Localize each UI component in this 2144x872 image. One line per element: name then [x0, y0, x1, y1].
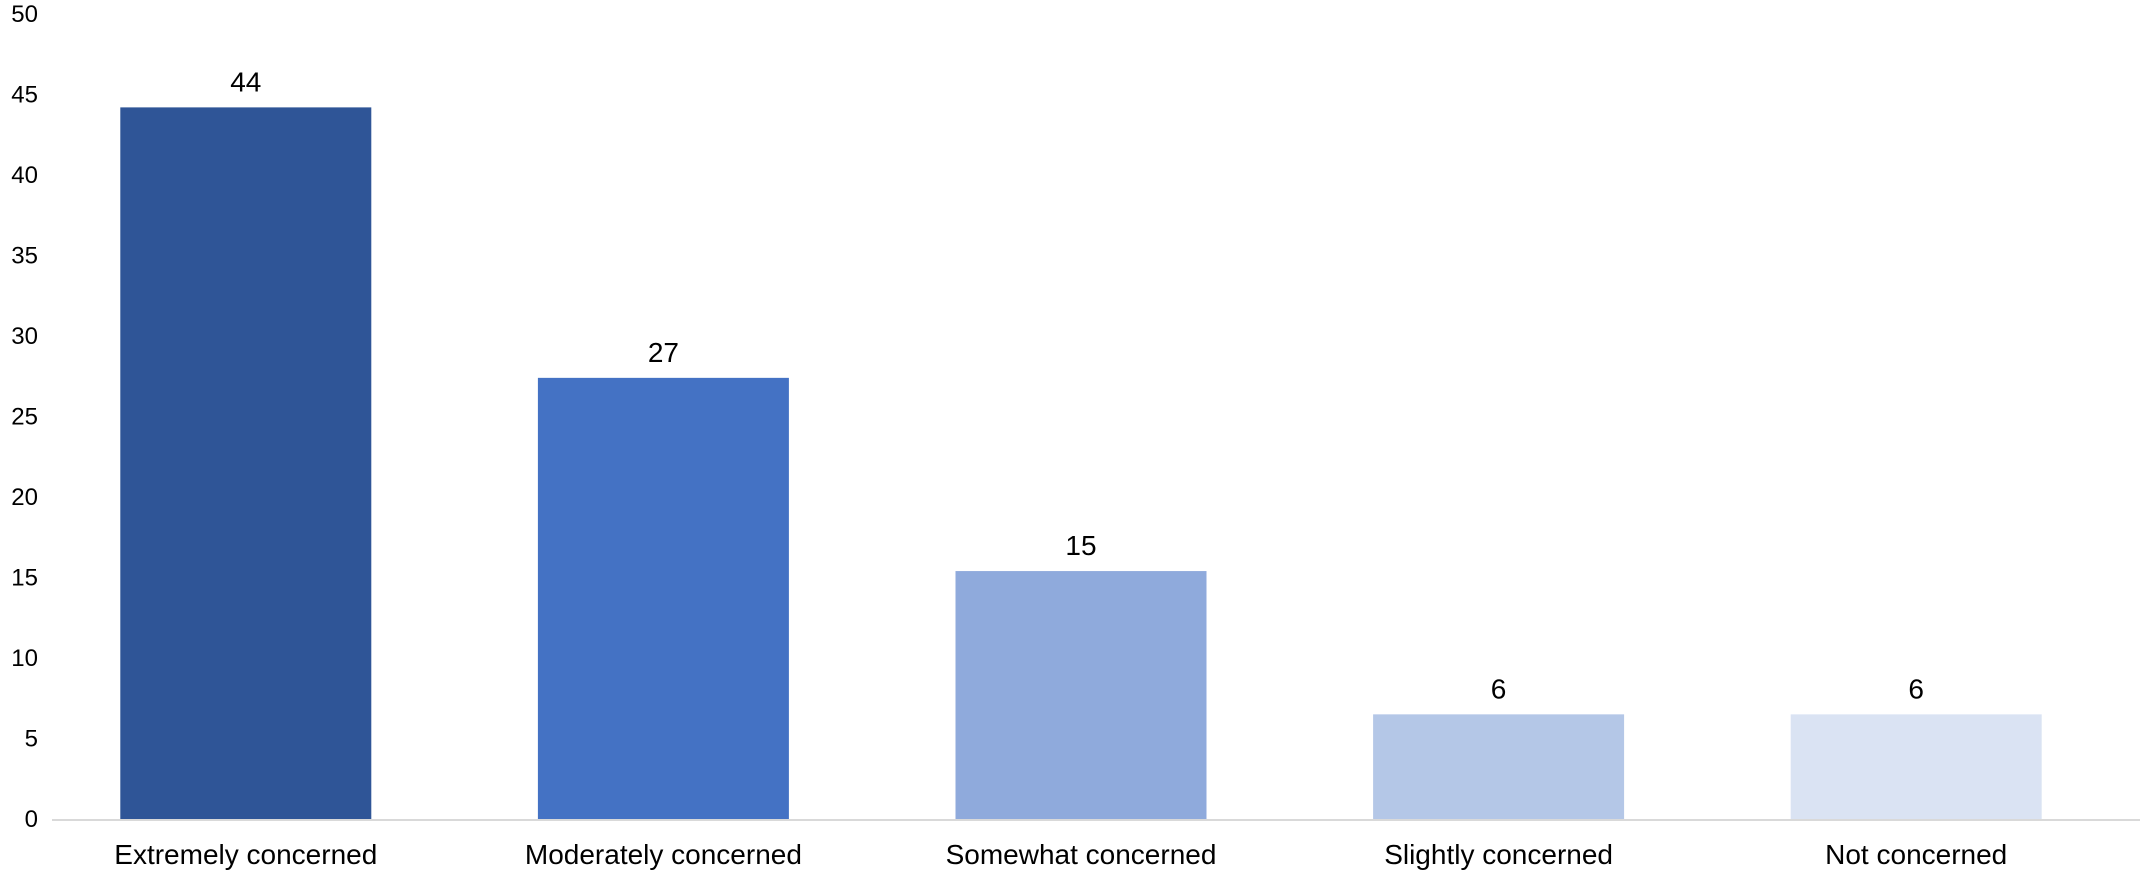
data-label: 15: [1065, 530, 1096, 561]
x-category-label: Moderately concerned: [525, 839, 802, 870]
bar-not-concerned: [1790, 714, 2042, 819]
bars: [120, 107, 2042, 819]
bar-moderately-concerned: [537, 377, 789, 819]
category-labels: Extremely concerned Moderately concerned S…: [114, 839, 2007, 870]
y-tick-label: 0: [25, 806, 38, 833]
x-category-label: Somewhat concerned: [946, 839, 1217, 870]
y-tick-label: 35: [11, 243, 38, 270]
y-tick-label: 20: [11, 484, 38, 511]
y-tick-label: 50: [11, 1, 38, 28]
bar-slightly-concerned: [1373, 714, 1625, 819]
data-labels: 44 27 15 6 6: [230, 66, 1924, 704]
x-category-label: Not concerned: [1825, 839, 2007, 870]
x-category-label: Slightly concerned: [1384, 839, 1613, 870]
y-tick-label: 10: [11, 645, 38, 672]
y-tick-label: 5: [25, 726, 38, 753]
data-label: 27: [648, 337, 679, 368]
data-label: 6: [1491, 673, 1507, 704]
y-tick-label: 40: [11, 162, 38, 189]
y-axis-ticks: 0 5 10 15 20 25 30 35 40 45 50: [11, 1, 38, 833]
bar-somewhat-concerned: [955, 571, 1207, 819]
y-tick-label: 30: [11, 323, 38, 350]
data-label: 44: [230, 66, 261, 97]
y-tick-label: 15: [11, 565, 38, 592]
y-tick-label: 45: [11, 82, 38, 109]
y-tick-label: 25: [11, 404, 38, 431]
data-label: 6: [1908, 673, 1924, 704]
bar-extremely-concerned: [120, 107, 372, 819]
x-category-label: Extremely concerned: [114, 839, 377, 870]
